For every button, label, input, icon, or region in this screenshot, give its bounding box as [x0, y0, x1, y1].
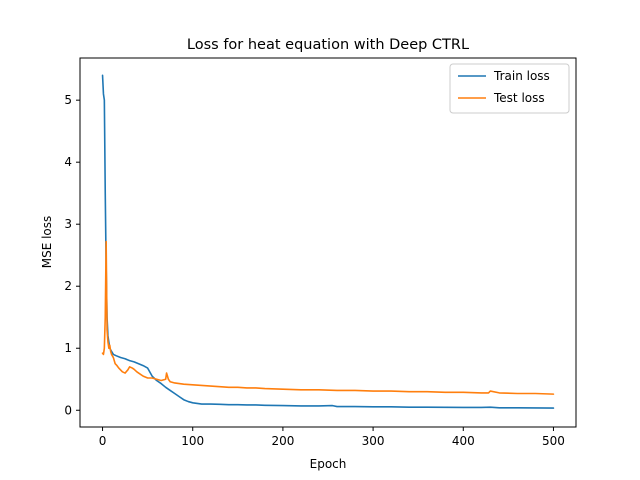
y-tick-label: 5: [64, 93, 72, 107]
plot-area: [79, 57, 577, 428]
chart-title: Loss for heat equation with Deep CTRL: [187, 37, 469, 53]
x-tick-label: 200: [271, 434, 294, 448]
legend: Train loss Test loss: [449, 63, 570, 114]
legend-items: Train loss Test loss: [458, 69, 550, 105]
x-axis-label: Epoch: [310, 457, 347, 471]
legend-label: Train loss: [493, 69, 550, 83]
y-tick-label: 2: [64, 279, 72, 293]
series-line-train-loss: [101, 74, 555, 409]
x-tick-label: 100: [181, 434, 204, 448]
series-layer: [101, 74, 555, 409]
y-tick-label: 3: [64, 217, 72, 231]
x-tick-label: 300: [362, 434, 385, 448]
y-tick-label: 1: [64, 341, 72, 355]
y-tick-label: 0: [64, 403, 72, 417]
plot-frame: [79, 57, 577, 428]
x-axis: 0 100 200 300 400 500: [99, 427, 565, 448]
x-tick-label: 400: [452, 434, 475, 448]
series-line-test-loss: [101, 240, 555, 395]
y-axis: 0 1 2 3 4 5: [64, 93, 80, 417]
x-tick-label: 0: [99, 434, 107, 448]
x-tick-label: 500: [542, 434, 565, 448]
y-axis-label: MSE loss: [40, 216, 54, 269]
legend-label: Test loss: [493, 91, 545, 105]
y-tick-label: 4: [64, 155, 72, 169]
